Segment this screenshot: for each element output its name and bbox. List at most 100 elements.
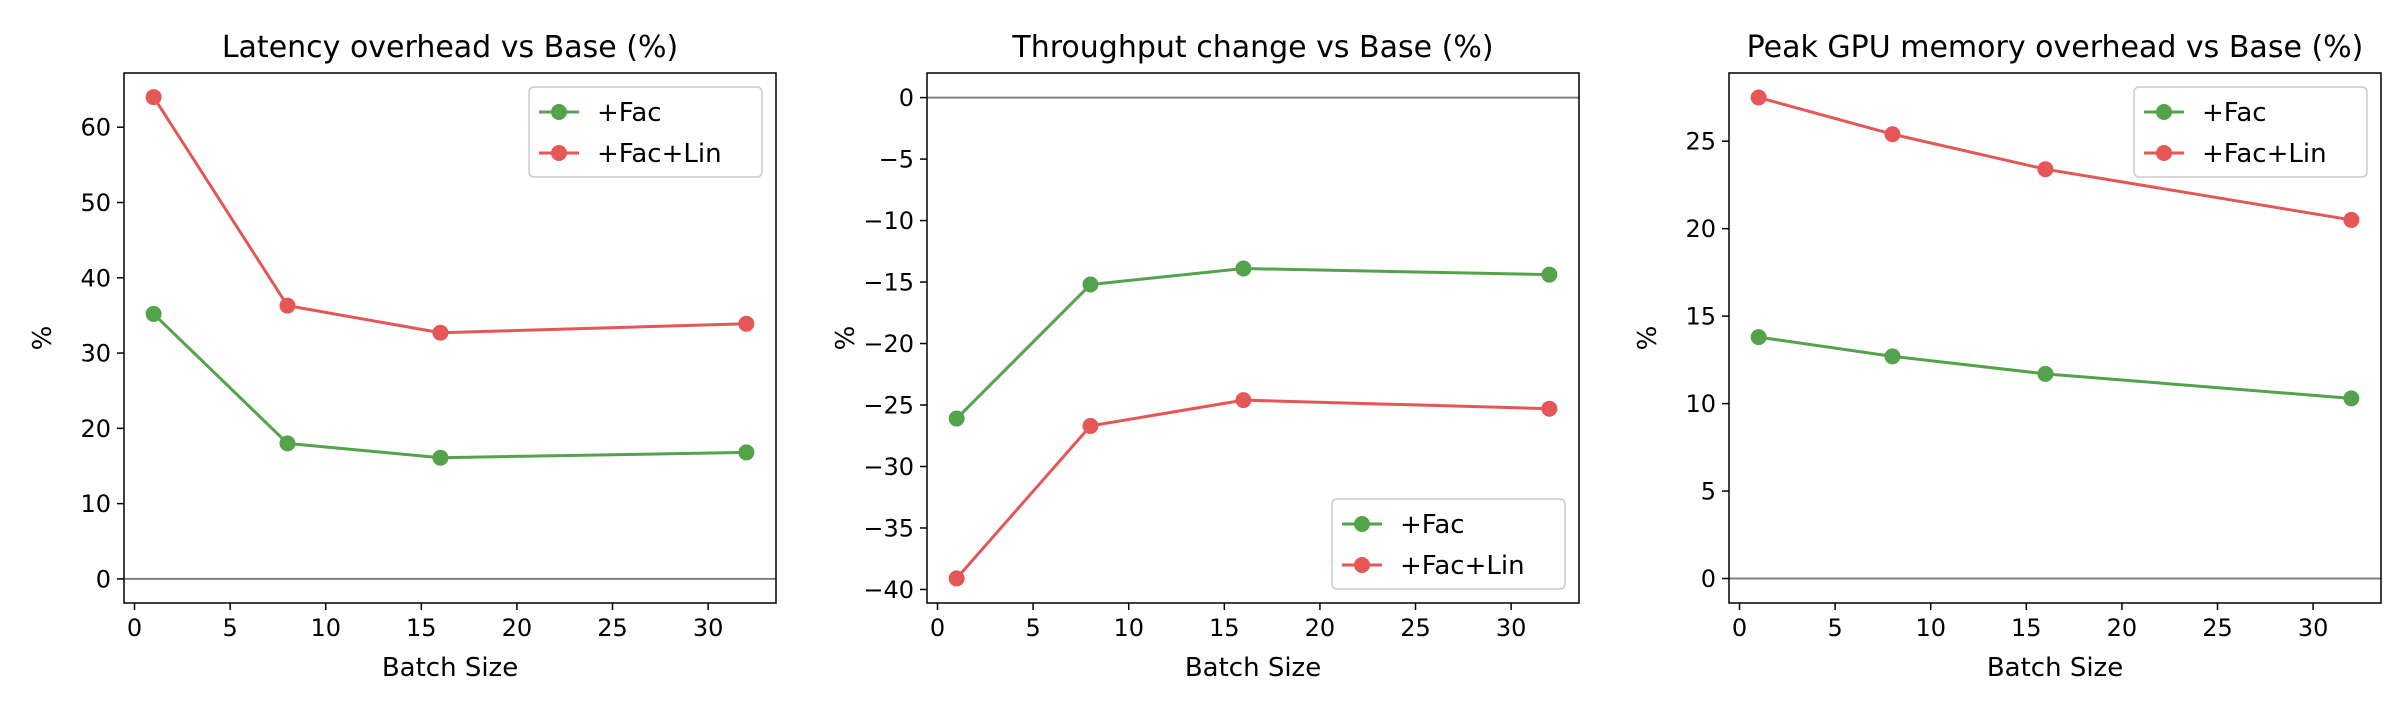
legend-swatch-marker-fac-lin [551,145,567,161]
chart-title: Latency overhead vs Base (%) [222,30,678,65]
data-point-fac [1750,329,1767,346]
legend-label-fac-lin: +Fac+Lin [2202,139,2327,169]
plot-frame [926,72,1580,604]
data-point-fac-lin [279,297,296,314]
y-tick-label: 0 [899,84,914,112]
y-tick-label: −30 [863,453,914,481]
data-point-fac [2343,390,2360,407]
legend-box [528,86,763,178]
data-point-fac-lin [738,315,755,332]
x-tick-label: 5 [222,614,237,642]
data-point-fac-lin [1541,400,1558,417]
series-line-fac [1758,335,2352,400]
plot-frame [1728,72,2382,604]
x-tick-label: 10 [1915,614,1946,642]
legend-label-fac: +Fac [597,98,662,128]
y-tick-label: 25 [1685,128,1716,156]
legend-swatch-marker-fac-lin [1354,557,1370,573]
x-tick-label: 15 [406,614,437,642]
y-axis-label: % [1633,326,1663,351]
data-point-fac [948,410,965,427]
series-line-fac [955,267,1550,420]
legend: +Fac +Fac+Lin [1331,498,1566,590]
y-tick-label: −25 [863,392,914,420]
legend-box [2133,86,2368,178]
x-tick-label: 20 [502,614,533,642]
data-point-fac-lin [1750,89,1767,106]
x-tick-label: 15 [1209,614,1240,642]
x-tick-label: 10 [310,614,341,642]
y-tick-label: −20 [863,330,914,358]
y-tick-label: 10 [80,490,111,518]
legend-swatch-marker-fac-lin [2156,145,2172,161]
series-line-fac-lin [1758,96,2352,222]
y-tick-label: −10 [863,207,914,235]
legend-label-fac: +Fac [1400,510,1465,540]
x-axis-label: Batch Size [1987,653,2123,683]
y-tick-label: −5 [879,146,914,174]
data-point-fac [2037,365,2054,382]
x-tick-label: 25 [1400,614,1431,642]
x-tick-label: 25 [2202,614,2233,642]
y-tick-label: 10 [1685,390,1716,418]
y-tick-label: 20 [1685,215,1716,243]
data-point-fac [1235,260,1252,277]
x-tick-label: 30 [2298,614,2329,642]
chart-panel-2: Throughput change vs Base (%) 0 5 10 15 20 25 3… [831,30,1580,683]
legend-swatch-marker-fac [2156,104,2172,120]
y-tick-label: 5 [1701,478,1716,506]
y-axis-label: % [831,326,861,351]
y-tick-label: 40 [80,264,111,292]
data-point-fac-lin [432,324,449,341]
y-tick-label: 60 [80,114,111,142]
y-tick-label: 20 [80,415,111,443]
data-point-fac [432,449,449,466]
data-point-fac-lin [1235,392,1252,409]
x-axis-label: Batch Size [382,653,518,683]
x-tick-label: 5 [1827,614,1842,642]
data-point-fac-lin [145,89,162,106]
data-point-fac [279,435,296,452]
x-tick-label: 5 [1025,614,1040,642]
y-tick-label: −35 [863,514,914,542]
x-tick-label: 20 [2107,614,2138,642]
y-tick-label: −40 [863,576,914,604]
x-tick-label: 15 [2011,614,2042,642]
plot-frame [123,72,777,604]
series-line-fac-lin [152,96,747,335]
y-tick-label: 15 [1685,303,1716,331]
x-tick-label: 0 [930,614,945,642]
x-tick-label: 0 [127,614,142,642]
legend-swatch-marker-fac [1354,516,1370,532]
data-point-fac-lin [1884,126,1901,143]
chart-title: Peak GPU memory overhead vs Base (%) [1747,30,2364,65]
x-tick-label: 10 [1113,614,1144,642]
data-point-fac [1082,276,1099,293]
x-tick-label: 30 [1496,614,1527,642]
y-tick-label: 30 [80,340,111,368]
legend: +Fac +Fac+Lin [528,86,763,178]
x-tick-label: 0 [1732,614,1747,642]
legend-swatch-marker-fac [551,104,567,120]
x-tick-label: 30 [693,614,724,642]
y-axis-label: % [28,326,58,351]
data-point-fac [145,305,162,322]
y-tick-label: 0 [96,565,111,593]
y-tick-label: 50 [80,189,111,217]
chart-panel-3: Peak GPU memory overhead vs Base (%) 0 5 10… [1633,30,2382,683]
legend-box [1331,498,1566,590]
chart-title: Throughput change vs Base (%) [1011,30,1493,65]
legend-label-fac-lin: +Fac+Lin [1400,551,1525,581]
data-point-fac [1541,266,1558,283]
series-line-fac-lin [955,398,1550,580]
data-point-fac [738,444,755,461]
chart-panel-1: Latency overhead vs Base (%) 0 5 10 15 20 25 30… [28,30,777,683]
data-point-fac-lin [2343,211,2360,228]
legend-label-fac-lin: +Fac+Lin [597,139,722,169]
data-point-fac-lin [1082,417,1099,434]
data-point-fac-lin [948,570,965,587]
legend: +Fac +Fac+Lin [2133,86,2368,178]
series-line-fac [152,312,747,460]
x-tick-label: 20 [1305,614,1336,642]
